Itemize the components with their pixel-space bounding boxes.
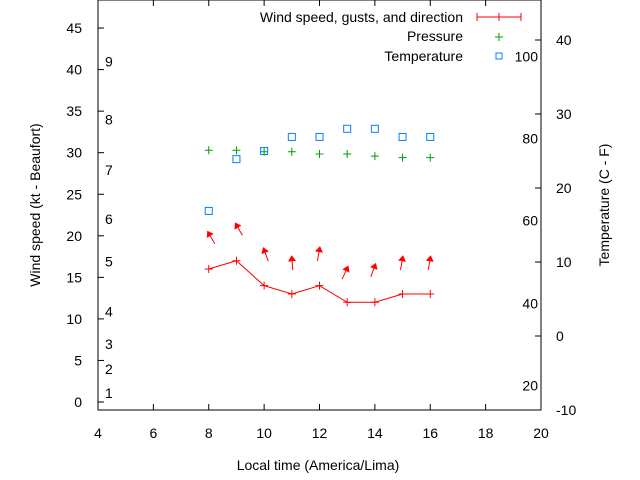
gust-direction-arrow [398,255,406,271]
temperature-point [426,132,435,141]
temperature-point [315,132,324,141]
pressure-point [204,146,213,155]
y-tick-label: 30 [66,145,82,161]
beaufort-label: 5 [105,254,113,270]
legend-label-temperature: Temperature [384,48,463,64]
temperature-point [343,124,352,133]
gust-direction-arrow [315,246,323,262]
y-tick-label: 40 [66,62,82,78]
wind-speed-point [260,281,269,290]
beaufort-label: 9 [105,53,113,69]
x-tick-label: 4 [94,425,102,441]
y2-tick-label: 40 [556,32,572,48]
temperature-point [287,132,296,141]
y-tick-label: 5 [74,352,82,368]
y2-axis-label: Temperature (C - F) [596,144,612,267]
y-tick-label: 35 [66,103,82,119]
fahrenheit-label: 80 [522,130,538,146]
pressure-point [398,153,407,162]
temperature-point [232,155,241,164]
x-tick-label: 12 [312,425,328,441]
temperature-point [260,147,269,155]
gust-direction-arrow [234,222,243,236]
wind-speed-point [315,281,324,290]
gust-direction-arrow [370,262,378,278]
legend-label-pressure: Pressure [407,28,463,44]
x-tick-label: 8 [205,425,213,441]
pressure-point [232,146,241,155]
arrow-head [370,262,378,270]
arrow-head [234,222,242,230]
y-tick-label: 0 [74,394,82,410]
gust-direction-arrow [206,230,216,244]
arrow-head [398,255,406,262]
gust-direction-arrow [341,265,350,280]
x-tick-label: 18 [478,425,494,441]
wind-speed-point [232,256,241,265]
fahrenheit-label: 60 [522,213,538,229]
fahrenheit-label: 20 [522,378,538,394]
temperature-point [398,132,407,141]
x-tick-label: 10 [256,425,272,441]
temperature-point [370,124,379,133]
arrow-head [315,246,323,253]
beaufort-label: 1 [105,385,113,401]
y2-tick-label: 30 [556,106,572,122]
wind-speed-point [426,289,435,298]
y2-tick-label: 0 [556,328,564,344]
legend-wind-sample [476,13,522,21]
wind-speed-point [204,265,213,274]
legend: Wind speed, gusts, and direction Pressur… [260,9,522,64]
arrow-head [288,255,297,262]
y-tick-label: 45 [66,20,82,36]
y-tick-label: 10 [66,311,82,327]
pressure-point [343,149,352,158]
pressure-point [315,149,324,158]
gust-direction-arrow [425,255,434,271]
beaufort-label: 6 [105,211,113,227]
y-tick-label: 15 [66,269,82,285]
pressure-point [287,147,296,156]
beaufort-label: 2 [105,361,113,377]
arrow-head [425,255,434,262]
y2-tick-label: 10 [556,254,572,270]
fahrenheit-label: 100 [515,48,539,64]
pressure-point [426,153,435,162]
beaufort-label: 8 [105,111,113,127]
fahrenheit-label: 40 [522,295,538,311]
arrow-head [342,265,350,273]
pressure-point [370,152,379,161]
beaufort-label: 3 [105,336,113,352]
y-axis-label: Wind speed (kt - Beaufort) [27,123,43,286]
x-tick-label: 20 [533,425,549,441]
wind-speed-point [343,298,352,307]
y-tick-label: 20 [66,228,82,244]
plot-frame [97,0,542,411]
legend-temperature-marker [495,52,503,60]
temperature-point [204,206,213,215]
gust-direction-arrow [288,255,297,271]
wind-speed-line [208,260,431,303]
arrow-head [261,247,269,255]
arrow-head [206,230,214,238]
wind-speed-point [398,289,407,298]
x-tick-label: 14 [367,425,383,441]
x-tick-label: 6 [149,425,157,441]
gust-direction-arrow [261,247,269,262]
beaufort-label: 4 [105,303,113,319]
x-axis-label: Local time (America/Lima) [237,457,400,473]
legend-pressure-marker [495,33,503,41]
y2-tick-label: 20 [556,180,572,196]
y-tick-label: 25 [66,186,82,202]
wind-speed-point [370,298,379,307]
wind-speed-point [287,289,296,298]
legend-label-wind: Wind speed, gusts, and direction [260,9,463,25]
beaufort-label: 7 [105,162,113,178]
y2-tick-label: -10 [556,402,576,418]
x-tick-label: 16 [422,425,438,441]
